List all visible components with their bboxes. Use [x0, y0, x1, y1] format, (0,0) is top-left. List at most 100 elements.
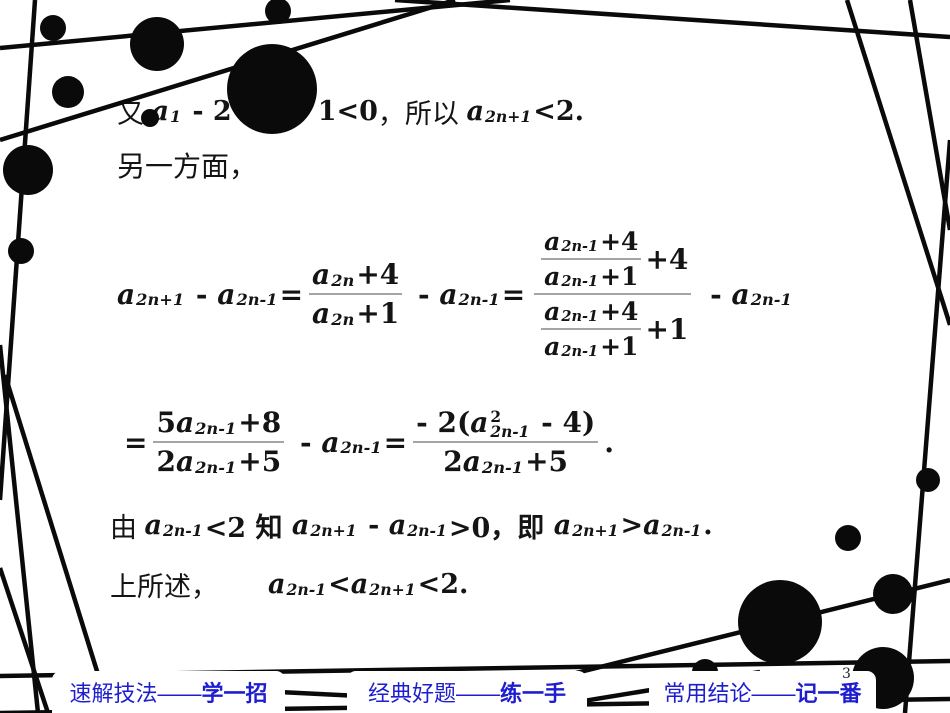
text: 上所述， — [110, 571, 218, 602]
math-text: +8 — [238, 406, 282, 439]
math-text: - 4) — [531, 406, 596, 439]
var-a: a — [312, 297, 331, 330]
decor-circle — [738, 580, 822, 664]
subscript: 2n-1 — [236, 290, 278, 310]
decor-line — [0, 567, 51, 713]
footer-tab-conclusions: 常用结论—— 记一番 — [649, 671, 876, 713]
footer-tab-label-bold: 记一番 — [795, 681, 862, 706]
math-text: +1 — [356, 297, 400, 330]
math-text: < — [328, 568, 351, 600]
decor-circle — [835, 525, 861, 551]
subscript: 2n-1 — [340, 438, 382, 458]
minus-op: - — [290, 425, 322, 459]
var-a: a — [312, 258, 331, 291]
var-a: a — [643, 509, 661, 541]
math-text: > — [620, 509, 644, 541]
fraction: - 2(a 2 2n-1 - 4) 2 a 2n-1 +5 — [413, 406, 599, 478]
math-text: +4 — [600, 227, 639, 256]
footer-tab-label-bold: 学一招 — [201, 681, 268, 706]
subscript: 2n+1 — [484, 106, 532, 126]
footer-tab-label-bold: 练一手 — [500, 681, 567, 706]
fraction: 5 a 2n-1 +8 2 a 2n-1 +5 — [153, 406, 285, 478]
subscript: 2n — [331, 309, 355, 329]
minus-op: - — [358, 509, 389, 541]
var-a: a — [544, 262, 561, 291]
fraction: a 2n-1 +4 a 2n-1 +1 — [541, 227, 642, 291]
math-text: 1<0 — [317, 95, 378, 127]
subscript: 2n-1 — [195, 457, 237, 477]
subscript: 2n-1 — [195, 418, 237, 438]
math-text: +4 — [600, 297, 639, 326]
equals-sign: = — [383, 425, 408, 459]
text: 另一方面， — [117, 151, 258, 182]
footer-tab-label: 常用结论—— — [663, 681, 796, 706]
subscript: 2n-1 — [561, 342, 599, 360]
subscript: 2n-1 — [286, 579, 327, 599]
footer-tab-problems: 经典好题—— 练一手 — [347, 671, 587, 713]
subscript: 2n+1 — [136, 290, 185, 310]
subscript: 2n+1 — [572, 520, 619, 540]
math-text: >0，即 — [448, 512, 554, 544]
equals-sign: = — [279, 277, 304, 311]
subscript: 2n+1 — [310, 520, 357, 540]
subscript: 2n-1 — [481, 457, 524, 477]
math-text: +1 — [645, 312, 689, 346]
subscript: 2n-1 — [407, 520, 447, 540]
math-text: +1 — [600, 332, 639, 361]
equals-sign: = — [501, 277, 526, 311]
fraction-bar — [309, 293, 403, 295]
decor-circle — [916, 468, 940, 492]
subscript: 2n — [331, 270, 355, 290]
decor-circle — [40, 15, 66, 41]
subscript: 2n-1 — [561, 237, 599, 255]
decor-circle — [873, 574, 913, 614]
math-text: +4 — [645, 242, 689, 276]
superscript: 2 — [490, 407, 502, 426]
decor-line — [0, 0, 456, 143]
var-a: a — [470, 406, 489, 439]
fraction: a 2n +4 a 2n +1 — [309, 258, 403, 330]
var-a: a — [544, 227, 561, 256]
decor-line — [394, 0, 950, 40]
decor-line — [2, 374, 113, 713]
math-text: +1 — [600, 262, 639, 291]
fraction-bar — [413, 441, 599, 443]
subscript: 2n+1 — [369, 579, 416, 599]
text-line-other-hand: 另一方面， — [117, 146, 257, 184]
fraction-bar — [153, 441, 285, 443]
subscript: 2n-1 — [561, 307, 599, 325]
var-a: a — [321, 425, 340, 459]
decor-line — [0, 344, 41, 713]
decor-circle — [265, 0, 291, 24]
var-a: a — [175, 406, 195, 439]
math-text: <2. — [533, 95, 585, 127]
var-a: a — [217, 277, 236, 311]
var-a: a — [544, 332, 561, 361]
var-a: a — [731, 277, 750, 311]
sup-sub-stack: 2 2n-1 — [490, 407, 530, 442]
decor-circle — [3, 145, 53, 195]
subscript: 2n-1 — [661, 520, 702, 540]
decor-circle — [227, 44, 317, 134]
subscript: 2n-1 — [490, 423, 530, 442]
var-a: a — [350, 568, 369, 600]
footer-tab-label: 速解技法—— — [69, 681, 202, 706]
var-a: a — [388, 509, 407, 541]
fraction-bar — [534, 293, 692, 295]
footer-tab-label: 经典好题—— — [367, 681, 500, 706]
period: . — [604, 425, 614, 459]
math-text: - 2( — [416, 406, 471, 439]
minus-op: - — [700, 277, 732, 311]
var-a: a — [144, 509, 163, 541]
text: 由 — [110, 512, 145, 543]
math-text: - 2 — [182, 95, 232, 127]
decor-circle — [52, 76, 84, 108]
decor-line — [844, 0, 950, 326]
decor-line — [902, 139, 950, 713]
decor-circle — [8, 238, 34, 264]
var-a: a — [175, 445, 195, 478]
